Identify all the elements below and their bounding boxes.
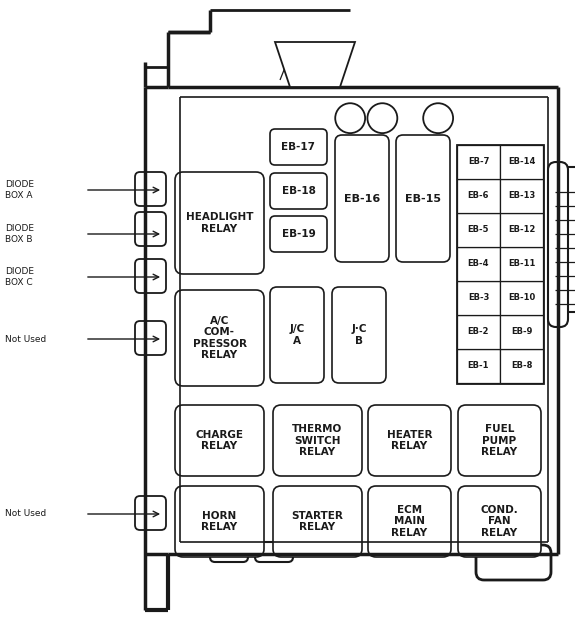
Text: EB-7: EB-7 [468,157,489,167]
Text: FUEL
PUMP
RELAY: FUEL PUMP RELAY [481,424,518,457]
Text: DIODE
BOX A: DIODE BOX A [5,180,34,200]
Bar [552,167,575,312]
FancyBboxPatch shape [332,287,386,383]
FancyBboxPatch shape [335,135,389,262]
FancyBboxPatch shape [135,321,166,355]
Text: J/C
A: J/C A [289,324,305,346]
FancyBboxPatch shape [476,545,551,580]
Text: EB-19: EB-19 [282,229,315,239]
Polygon shape [275,42,355,87]
FancyBboxPatch shape [135,259,166,293]
Text: EB-16: EB-16 [344,193,380,203]
Bar [457,349,500,383]
Text: COND.
FAN
RELAY: COND. FAN RELAY [481,505,519,538]
Text: J·C
B: J·C B [351,324,367,346]
FancyBboxPatch shape [135,212,166,246]
FancyBboxPatch shape [548,162,568,327]
FancyBboxPatch shape [458,486,541,557]
Bar [500,213,543,247]
Bar [500,315,543,349]
Bar [457,179,500,213]
FancyBboxPatch shape [270,129,327,165]
Bar [457,281,500,315]
Text: EB-5: EB-5 [467,226,489,234]
Text: A/C
COM-
PRESSOR
RELAY: A/C COM- PRESSOR RELAY [193,315,247,360]
FancyBboxPatch shape [270,287,324,383]
Bar [500,281,543,315]
FancyBboxPatch shape [175,172,264,274]
FancyBboxPatch shape [270,216,327,252]
Text: EB-2: EB-2 [467,328,489,337]
Text: CHARGE
RELAY: CHARGE RELAY [196,430,243,452]
Text: DIODE
BOX B: DIODE BOX B [5,225,34,244]
FancyBboxPatch shape [458,405,541,476]
Text: EB-14: EB-14 [508,157,535,167]
FancyBboxPatch shape [175,486,264,557]
FancyBboxPatch shape [175,405,264,476]
FancyBboxPatch shape [273,405,362,476]
Text: EB-12: EB-12 [508,226,535,234]
Text: EB-13: EB-13 [508,192,535,200]
Text: DIODE
BOX C: DIODE BOX C [5,267,34,287]
Text: EB-3: EB-3 [468,294,489,302]
Text: EB-8: EB-8 [511,361,532,371]
Text: EB-10: EB-10 [508,294,535,302]
Text: EB-4: EB-4 [467,259,489,269]
FancyBboxPatch shape [135,496,166,530]
Text: EB-1: EB-1 [467,361,489,371]
Text: Not Used: Not Used [5,509,46,519]
Bar [457,145,500,179]
Bar [500,179,543,213]
FancyBboxPatch shape [175,290,264,386]
FancyBboxPatch shape [135,172,166,206]
Circle shape [423,103,453,133]
Text: STARTER
RELAY: STARTER RELAY [292,511,343,532]
Bar [457,247,500,281]
Text: EB-18: EB-18 [282,186,316,196]
Text: EB-11: EB-11 [508,259,535,269]
FancyBboxPatch shape [396,135,450,262]
Bar [457,213,500,247]
Text: HEATER
RELAY: HEATER RELAY [387,430,432,452]
FancyBboxPatch shape [255,542,293,562]
Text: HEADLIGHT
RELAY: HEADLIGHT RELAY [186,212,253,234]
Text: THERMO
SWITCH
RELAY: THERMO SWITCH RELAY [292,424,343,457]
Bar [500,145,543,179]
Bar [500,247,543,281]
Bar [457,315,500,349]
Bar [457,145,543,383]
Text: EB-9: EB-9 [511,328,532,337]
Circle shape [335,103,365,133]
Text: Not Used: Not Used [5,335,46,343]
Text: HORN
RELAY: HORN RELAY [201,511,237,532]
FancyBboxPatch shape [270,173,327,209]
Text: ECM
MAIN
RELAY: ECM MAIN RELAY [392,505,428,538]
Text: EB-6: EB-6 [467,192,489,200]
Bar [500,349,543,383]
Circle shape [367,103,397,133]
FancyBboxPatch shape [368,405,451,476]
Text: EB-15: EB-15 [405,193,441,203]
FancyBboxPatch shape [210,542,248,562]
FancyBboxPatch shape [273,486,362,557]
FancyBboxPatch shape [368,486,451,557]
Text: EB-17: EB-17 [282,142,316,152]
